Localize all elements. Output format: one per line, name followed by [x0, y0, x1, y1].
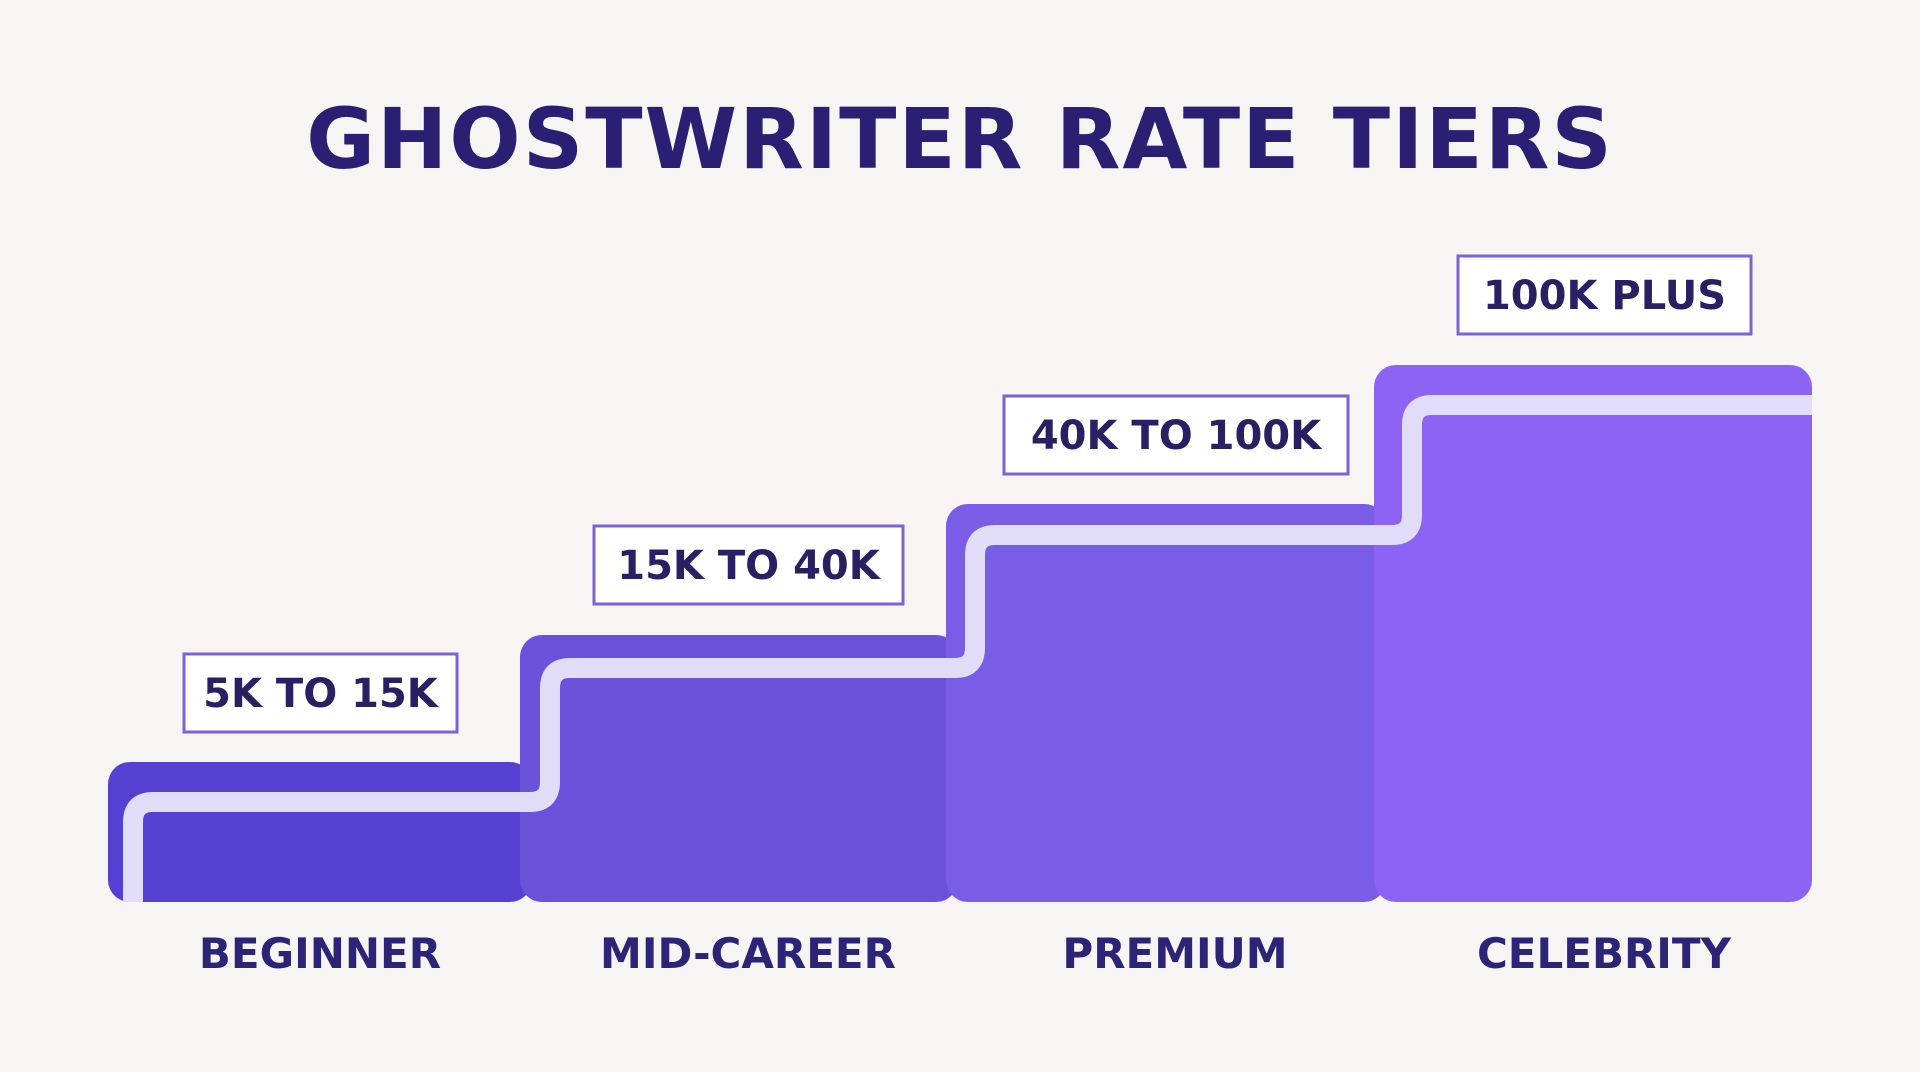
range-text-mid-career: 15K TO 40K [617, 543, 881, 589]
step-path-line [123, 395, 1812, 902]
range-label-celebrity: 100K PLUS [1456, 254, 1753, 336]
range-box-beginner [182, 652, 459, 734]
step-bar-celebrity [1374, 365, 1812, 902]
tier-name-premium: PREMIUM [1062, 929, 1287, 978]
range-text-celebrity: 100K PLUS [1483, 273, 1726, 319]
range-box-mid-career [592, 524, 905, 606]
step-bar-premium [946, 504, 1386, 902]
tier-name-beginner: BEGINNER [199, 929, 441, 978]
range-box-celebrity [1456, 254, 1753, 336]
steps-group [108, 365, 1812, 902]
range-label-beginner: 5K TO 15K [182, 652, 459, 734]
page-title: GHOSTWRITER RATE TIERS [306, 90, 1614, 188]
range-text-beginner: 5K TO 15K [203, 671, 440, 717]
range-label-premium: 40K TO 100K [1002, 394, 1350, 476]
range-label-mid-career: 15K TO 40K [592, 524, 905, 606]
step-bar-mid-career [520, 635, 958, 902]
step-bar-beginner [108, 762, 532, 902]
tier-name-celebrity: CELEBRITY [1477, 929, 1732, 978]
range-text-premium: 40K TO 100K [1031, 413, 1323, 459]
tier-name-mid-career: MID-CAREER [600, 929, 896, 978]
range-box-premium [1002, 394, 1350, 476]
